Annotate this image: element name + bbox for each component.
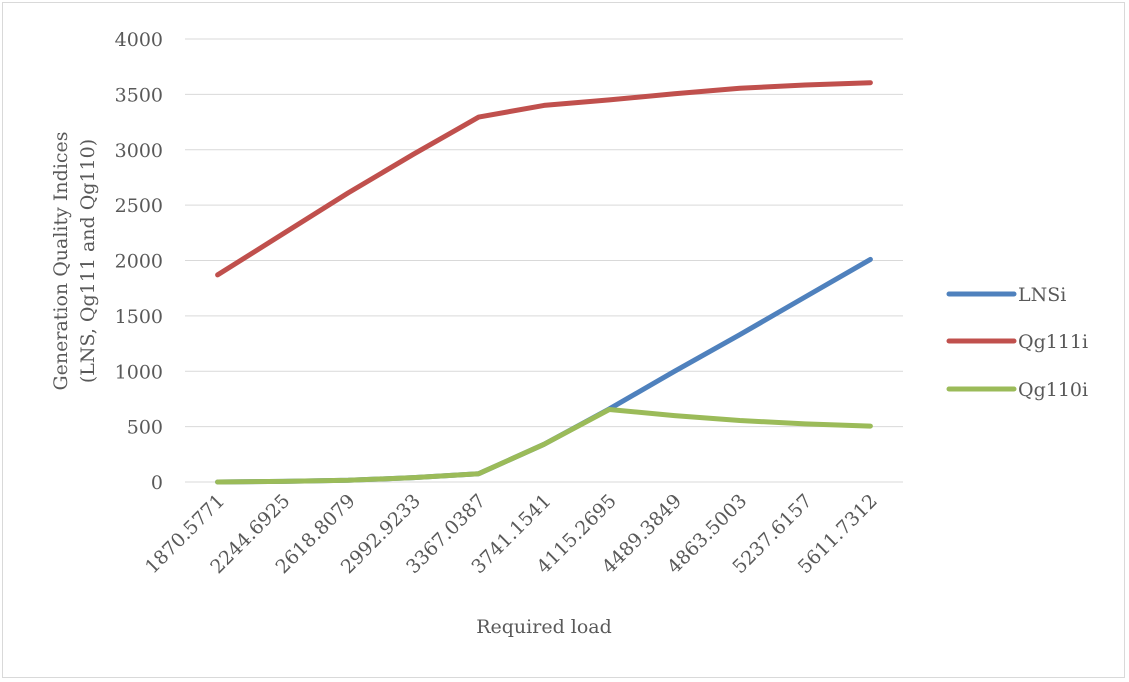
y-tick-label: 1500 xyxy=(115,306,163,328)
y-tick-label: 2500 xyxy=(115,195,163,217)
y-axis-title-line-1: Generation Quality Indices xyxy=(50,131,72,390)
series-line-lnsi xyxy=(215,256,873,485)
legend-label-qg111i: Qg111i xyxy=(1018,331,1088,353)
y-axis-title-line-2: (LNS, Qg111 and Qg110) xyxy=(77,139,99,383)
y-tick-label: 2000 xyxy=(115,251,163,273)
legend: LNSi Qg111i Qg110i xyxy=(946,284,1088,401)
y-tick-label: 3500 xyxy=(115,84,163,106)
series-line-qg110i xyxy=(215,407,873,485)
x-tick-labels: 1870.57712244.69252618.80792992.92333367… xyxy=(141,490,882,578)
legend-label-qg110i: Qg110i xyxy=(1018,379,1088,401)
y-tick-label: 500 xyxy=(127,417,163,439)
series-lines xyxy=(215,80,873,485)
y-tick-labels: 0 500 1000 1500 2000 2500 3000 3500 4000 xyxy=(115,29,163,494)
y-tick-label: 4000 xyxy=(115,29,163,51)
y-tick-label: 3000 xyxy=(115,140,163,162)
x-axis-title: Required load xyxy=(476,616,612,638)
legend-label-lnsi: LNSi xyxy=(1018,284,1066,306)
y-tick-label: 0 xyxy=(151,472,163,494)
y-tick-label: 1000 xyxy=(115,361,163,383)
series-line-qg111i xyxy=(215,80,873,278)
